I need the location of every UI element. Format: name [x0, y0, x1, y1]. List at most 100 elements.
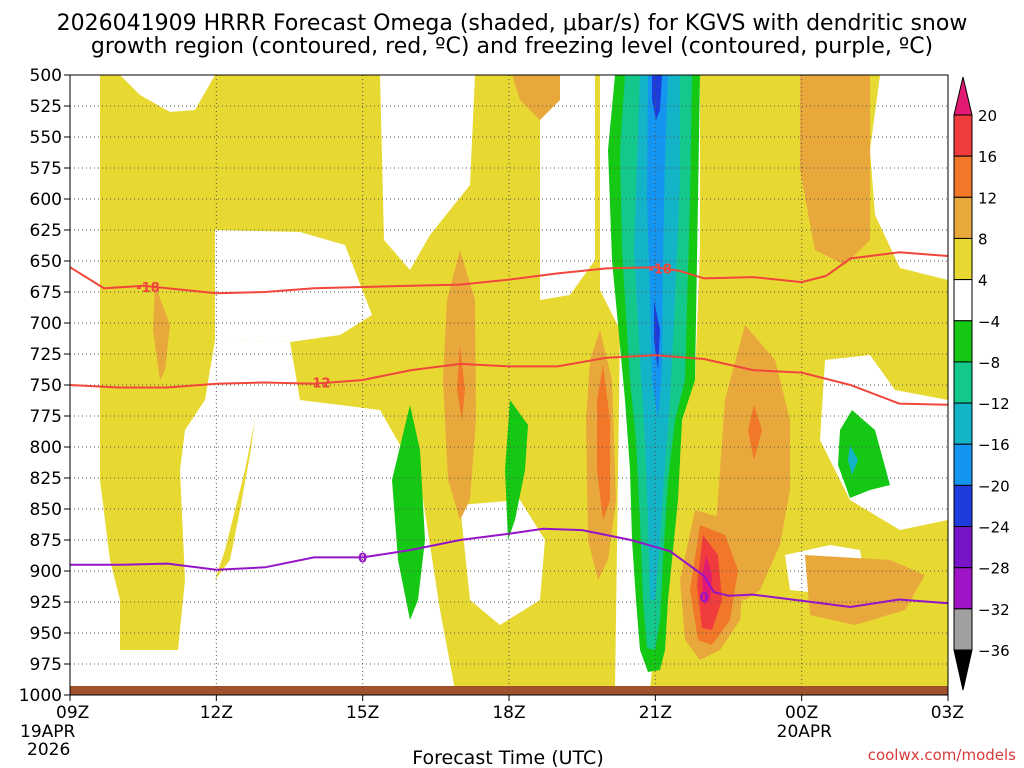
colorbar: 20 16 12 8 4 −4 −8 −12 −16 −20 −24 −28 −32 −36: [953, 76, 1010, 691]
colorbar-label: −28: [978, 560, 1010, 578]
colorbar-segment: [953, 402, 973, 445]
x-tick-label: 18Z: [492, 703, 525, 723]
omega-region-white-3: [215, 230, 372, 342]
omega-region-darkorange-2: [597, 365, 610, 520]
dgz-top-contour-label: -18: [136, 281, 160, 296]
y-tick-label: 500: [30, 66, 62, 86]
y-tick-label: 700: [30, 314, 62, 334]
omega-region-darkorange-3: [748, 405, 762, 460]
omega-region-cyan-spot: [848, 445, 858, 475]
y-tick-label: 750: [30, 376, 62, 396]
freezing-level-contour-label: 0: [700, 591, 709, 606]
colorbar-label: 12: [978, 189, 997, 207]
omega-region-green-1: [392, 405, 425, 620]
colorbar-label: −24: [978, 519, 1010, 537]
omega-region-white-7: [320, 470, 385, 620]
y-tick-label: 950: [30, 624, 62, 644]
x-tick-label: 03Z: [931, 703, 964, 723]
colorbar-label: −20: [978, 477, 1010, 495]
y-tick-label: 675: [30, 283, 62, 303]
colorbar-segment: [953, 608, 973, 651]
y-tick-label: 800: [30, 438, 62, 458]
omega-region-orange-7: [805, 555, 925, 625]
colorbar-label: −4: [978, 313, 1000, 331]
y-tick-label: 850: [30, 500, 62, 520]
x-tick-date: 20APR: [777, 722, 833, 742]
temperature-contours: -18 -18 -12 0 0: [69, 251, 949, 609]
freezing-level-contour-line: [70, 527, 949, 609]
omega-region-blue-core-mid: [654, 300, 660, 370]
x-tick-date: 19APR: [20, 722, 76, 742]
omega-region-white-5: [430, 75, 470, 215]
y-tick-label: 775: [30, 407, 62, 427]
omega-region-right-white-top: [870, 75, 948, 280]
omega-region-green-2: [505, 400, 528, 540]
colorbar-label: −32: [978, 601, 1010, 619]
y-axis: 500 525 550 575 600 625 650 675 700 725 750 775 800 8…: [19, 66, 70, 706]
y-tick-label: 600: [30, 190, 62, 210]
y-tick-label: 825: [30, 469, 62, 489]
omega-region-blue-core-top: [652, 75, 662, 120]
x-tick-label: 21Z: [639, 703, 672, 723]
x-tick-label: 09Z: [56, 703, 89, 723]
colorbar-segment: [953, 320, 973, 363]
omega-region-white-4: [180, 340, 300, 580]
colorbar-segment: [953, 567, 973, 610]
dgz-top-contour-label: -18: [648, 262, 672, 277]
chart-title-line1: 2026041909 HRRR Forecast Omega (shaded, …: [57, 11, 968, 36]
colorbar-label: −8: [978, 354, 1000, 372]
omega-region-lightblue-column: [647, 75, 668, 420]
colorbar-segment: [953, 279, 973, 322]
colorbar-segment: [953, 361, 973, 404]
plot-area: -18 -18 -12 0 0: [69, 74, 949, 696]
colorbar-label: 8: [978, 230, 988, 248]
colorbar-segment: [953, 484, 973, 528]
colorbar-segment: [953, 196, 973, 239]
freezing-level-contour-label: 0: [358, 551, 367, 566]
y-tick-label: 875: [30, 531, 62, 551]
y-tick-label: 625: [30, 221, 62, 241]
colorbar-label: −12: [978, 395, 1010, 413]
terrain-surface: [70, 686, 948, 695]
colorbar-label: 16: [978, 148, 997, 166]
omega-region-white-2: [120, 75, 215, 112]
dgz-bottom-contour-line: [69, 354, 949, 406]
colorbar-segment: [953, 155, 973, 198]
omega-region-orange-4: [512, 75, 560, 120]
colorbar-bottom-arrow: [953, 649, 973, 691]
colorbar-segment: [953, 237, 973, 281]
x-axis-title: Forecast Time (UTC): [412, 747, 603, 768]
y-tick-label: 725: [30, 345, 62, 365]
dgz-top-contour-line: [69, 251, 949, 295]
colorbar-top-arrow: [953, 76, 973, 116]
credit-text: coolwx.com/models: [868, 746, 1016, 764]
omega-region-orange-1: [153, 285, 170, 380]
y-tick-label: 550: [30, 128, 62, 148]
y-tick-label: 575: [30, 159, 62, 179]
colorbar-segment: [953, 443, 973, 486]
x-tick-label: 15Z: [346, 703, 379, 723]
colorbar-label: 4: [978, 272, 988, 290]
colorbar-segment: [953, 114, 973, 157]
omega-region-white-top-left: [70, 75, 100, 645]
x-tick-label: 00Z: [785, 703, 818, 723]
x-tick-year: 2026: [27, 740, 70, 760]
colorbar-label: −36: [978, 642, 1010, 660]
colorbar-label: 20: [978, 107, 997, 125]
chart-title-line2: growth region (contoured, red, ºC) and f…: [91, 34, 933, 59]
y-tick-label: 650: [30, 252, 62, 272]
omega-region-white-6: [540, 75, 595, 300]
y-tick-label: 975: [30, 655, 62, 675]
colorbar-label: −16: [978, 436, 1010, 454]
y-tick-label: 925: [30, 593, 62, 613]
omega-region-orange-5: [800, 75, 870, 265]
dgz-bottom-contour-label: -12: [307, 377, 331, 392]
y-tick-label: 525: [30, 97, 62, 117]
colorbar-segment: [953, 526, 973, 569]
omega-region-green-3: [838, 410, 890, 498]
y-tick-label: 900: [30, 562, 62, 582]
x-tick-label: 12Z: [200, 703, 233, 723]
y-tick-label: 1000: [19, 686, 62, 706]
